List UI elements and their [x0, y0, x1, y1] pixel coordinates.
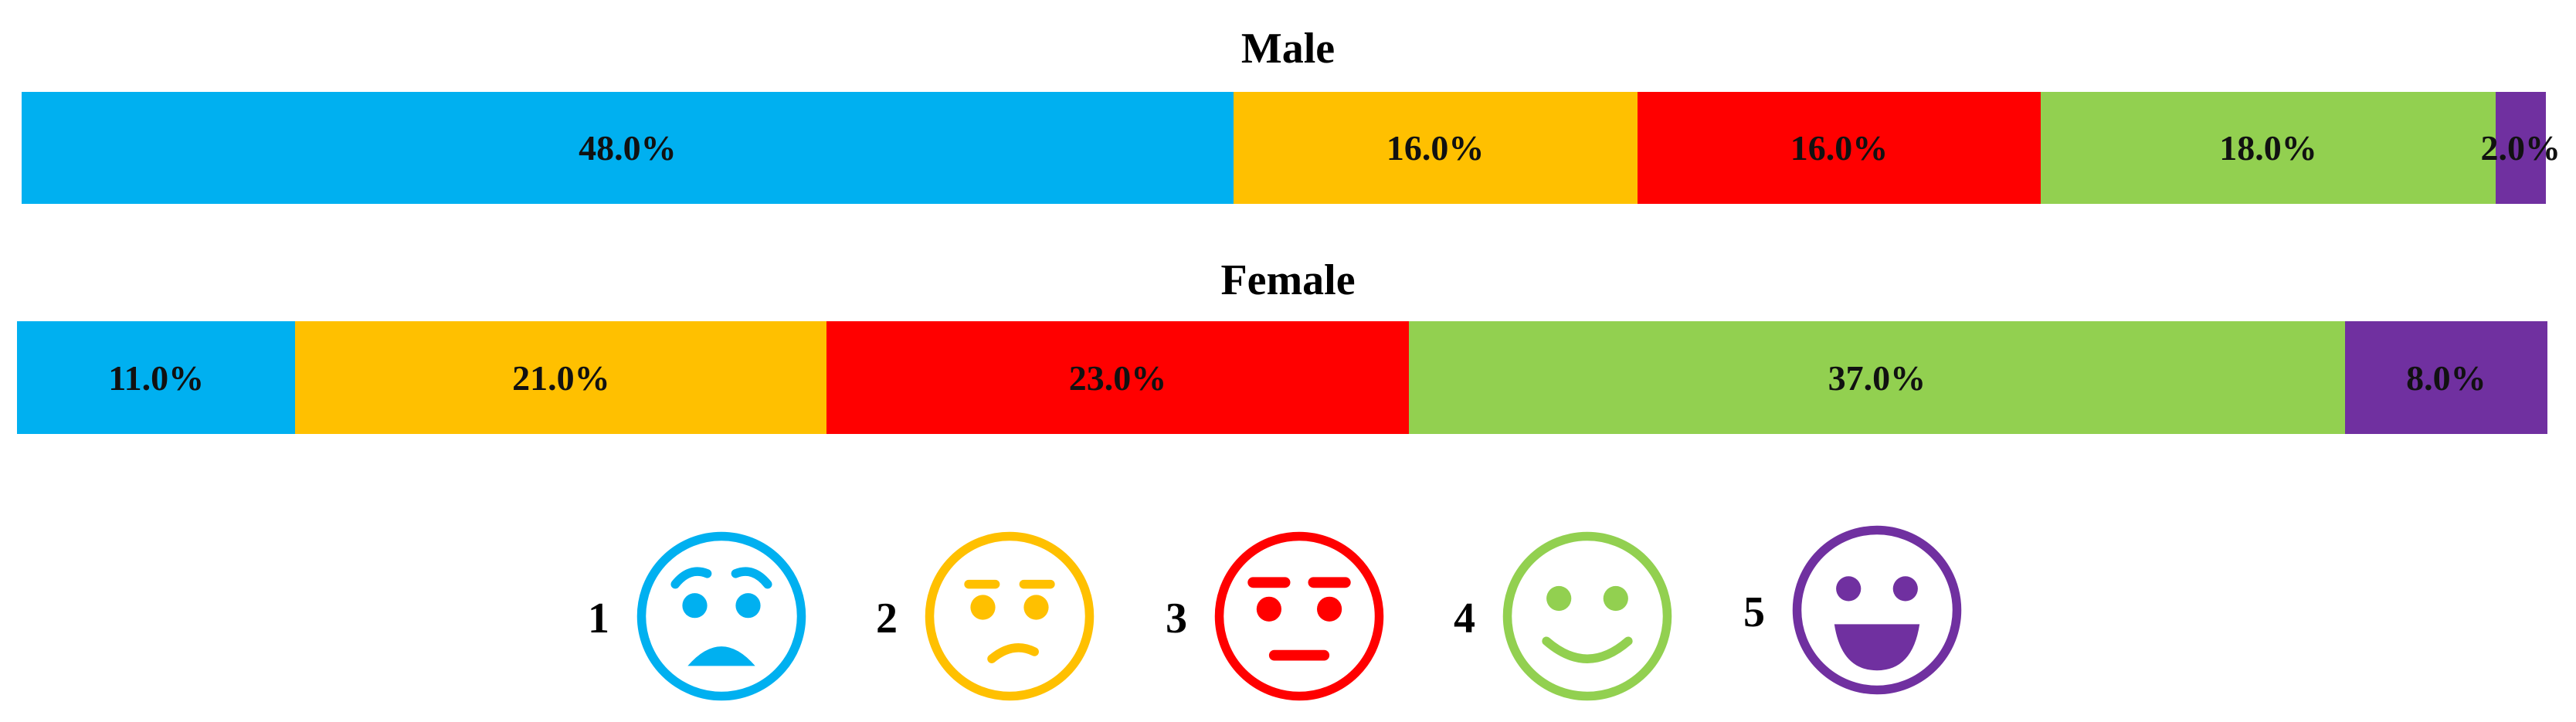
male-bar: 48.0% 16.0% 16.0% 18.0% 2.0%: [22, 92, 2561, 204]
male-segment-2: 16.0%: [1233, 92, 1638, 204]
female-segment-1: 11.0%: [17, 321, 296, 434]
data-label: 21.0%: [512, 358, 610, 398]
legend-number: 5: [1743, 588, 1765, 636]
male-segment-3: 16.0%: [1637, 92, 2041, 204]
data-label: 18.0%: [2219, 128, 2317, 168]
female-bar: 11.0% 21.0% 23.0% 37.0% 8.0%: [17, 321, 2547, 434]
female-segment-2: 21.0%: [295, 321, 827, 434]
female-segment-5: 8.0%: [2344, 321, 2547, 434]
female-segment-3: 23.0%: [826, 321, 1409, 434]
data-label: 23.0%: [1068, 358, 1167, 398]
legend-number: 3: [1166, 594, 1187, 642]
male-segment-5: 2.0%: [2481, 92, 2561, 204]
legend-item-2: 2: [864, 527, 1098, 709]
data-label: 48.0%: [579, 128, 677, 168]
legend-item-5: 5: [1731, 521, 1966, 703]
female-chart-title: Female: [1220, 256, 1356, 304]
legend-number: 2: [876, 594, 898, 642]
legend-number: 4: [1454, 594, 1475, 642]
data-label: 16.0%: [1790, 128, 1889, 168]
legend-item-4: 4: [1441, 527, 1676, 709]
data-label: 11.0%: [108, 358, 205, 398]
data-label: 16.0%: [1386, 128, 1485, 168]
smiling-face-icon: [1498, 527, 1676, 709]
male-segment-4: 18.0%: [2041, 92, 2496, 204]
legend-item-3: 3: [1153, 527, 1388, 709]
data-label: 8.0%: [2406, 358, 2486, 398]
confused-face-icon: [921, 527, 1098, 709]
legend-number: 1: [588, 594, 609, 642]
data-label: 37.0%: [1828, 358, 1926, 398]
female-segment-4: 37.0%: [1408, 321, 2345, 434]
neutral-face-icon: [1210, 527, 1388, 709]
worried-face-icon: [633, 527, 810, 709]
male-segment-1: 48.0%: [22, 92, 1234, 204]
male-chart-title: Male: [1240, 25, 1336, 73]
data-label: 2.0%: [2480, 128, 2561, 168]
grinning-face-icon: [1788, 521, 1966, 703]
legend-item-1: 1: [575, 527, 810, 709]
